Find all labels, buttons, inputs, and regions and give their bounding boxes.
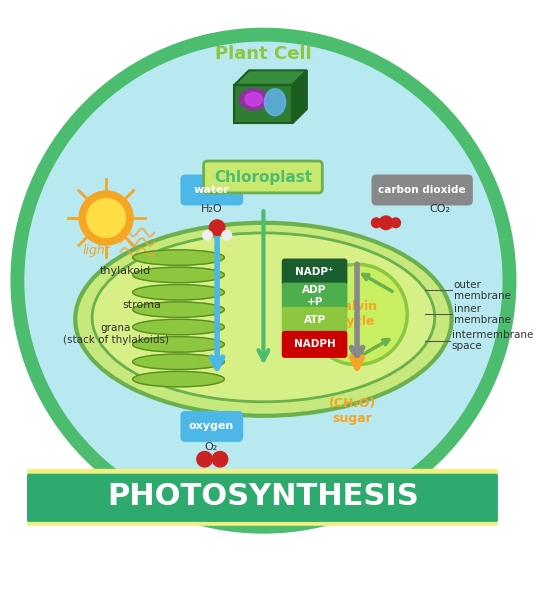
FancyBboxPatch shape bbox=[181, 175, 243, 205]
Text: NADP⁺: NADP⁺ bbox=[295, 267, 334, 277]
Ellipse shape bbox=[133, 371, 224, 387]
FancyBboxPatch shape bbox=[282, 283, 347, 310]
Ellipse shape bbox=[133, 267, 224, 283]
Text: CO₂: CO₂ bbox=[429, 204, 451, 214]
Ellipse shape bbox=[133, 302, 224, 317]
Circle shape bbox=[210, 220, 225, 235]
Text: PHOTOSYNTHESIS: PHOTOSYNTHESIS bbox=[108, 482, 420, 511]
Polygon shape bbox=[235, 85, 293, 124]
Text: inner
membrane: inner membrane bbox=[453, 304, 510, 325]
Circle shape bbox=[222, 230, 231, 240]
Circle shape bbox=[87, 199, 125, 237]
Ellipse shape bbox=[245, 92, 263, 106]
Ellipse shape bbox=[133, 250, 224, 265]
Ellipse shape bbox=[133, 354, 224, 370]
Ellipse shape bbox=[92, 233, 435, 402]
Circle shape bbox=[197, 451, 212, 467]
Circle shape bbox=[307, 264, 407, 365]
FancyBboxPatch shape bbox=[282, 307, 347, 334]
Text: intermembrane
space: intermembrane space bbox=[452, 330, 533, 352]
Circle shape bbox=[18, 35, 509, 527]
Ellipse shape bbox=[75, 223, 452, 416]
Text: oxygen: oxygen bbox=[189, 421, 234, 431]
FancyBboxPatch shape bbox=[181, 411, 243, 442]
Text: light: light bbox=[83, 244, 110, 257]
Ellipse shape bbox=[133, 337, 224, 352]
Ellipse shape bbox=[264, 89, 286, 116]
Circle shape bbox=[391, 218, 400, 227]
FancyBboxPatch shape bbox=[282, 331, 347, 358]
Text: thylakoid: thylakoid bbox=[100, 266, 151, 276]
FancyBboxPatch shape bbox=[27, 469, 498, 526]
FancyBboxPatch shape bbox=[282, 259, 347, 286]
Polygon shape bbox=[235, 70, 307, 85]
Text: outer
membrane: outer membrane bbox=[453, 280, 510, 301]
Text: NADPH: NADPH bbox=[294, 340, 335, 349]
Text: stroma: stroma bbox=[123, 300, 161, 310]
Text: O₂: O₂ bbox=[205, 442, 218, 452]
Text: grana
(stack of thylakoids): grana (stack of thylakoids) bbox=[63, 323, 169, 344]
Text: Plant Cell: Plant Cell bbox=[215, 45, 312, 63]
Circle shape bbox=[79, 191, 133, 245]
Text: calvin
cycle: calvin cycle bbox=[336, 301, 377, 328]
FancyBboxPatch shape bbox=[371, 175, 473, 205]
Ellipse shape bbox=[239, 89, 268, 110]
Ellipse shape bbox=[133, 319, 224, 335]
Text: carbon dioxide: carbon dioxide bbox=[378, 185, 465, 195]
FancyBboxPatch shape bbox=[27, 473, 498, 522]
Text: Chloroplast: Chloroplast bbox=[214, 170, 312, 185]
Circle shape bbox=[379, 216, 393, 230]
Polygon shape bbox=[293, 70, 307, 124]
Circle shape bbox=[371, 218, 381, 227]
Ellipse shape bbox=[133, 284, 224, 300]
Circle shape bbox=[202, 230, 212, 240]
Circle shape bbox=[212, 451, 228, 467]
Text: ATP: ATP bbox=[304, 315, 325, 325]
Text: ADP
+P: ADP +P bbox=[302, 286, 327, 307]
FancyBboxPatch shape bbox=[203, 161, 322, 193]
Text: (CH₂O)
sugar: (CH₂O) sugar bbox=[329, 397, 376, 425]
Text: water: water bbox=[193, 185, 229, 195]
Text: H₂O: H₂O bbox=[201, 204, 222, 214]
